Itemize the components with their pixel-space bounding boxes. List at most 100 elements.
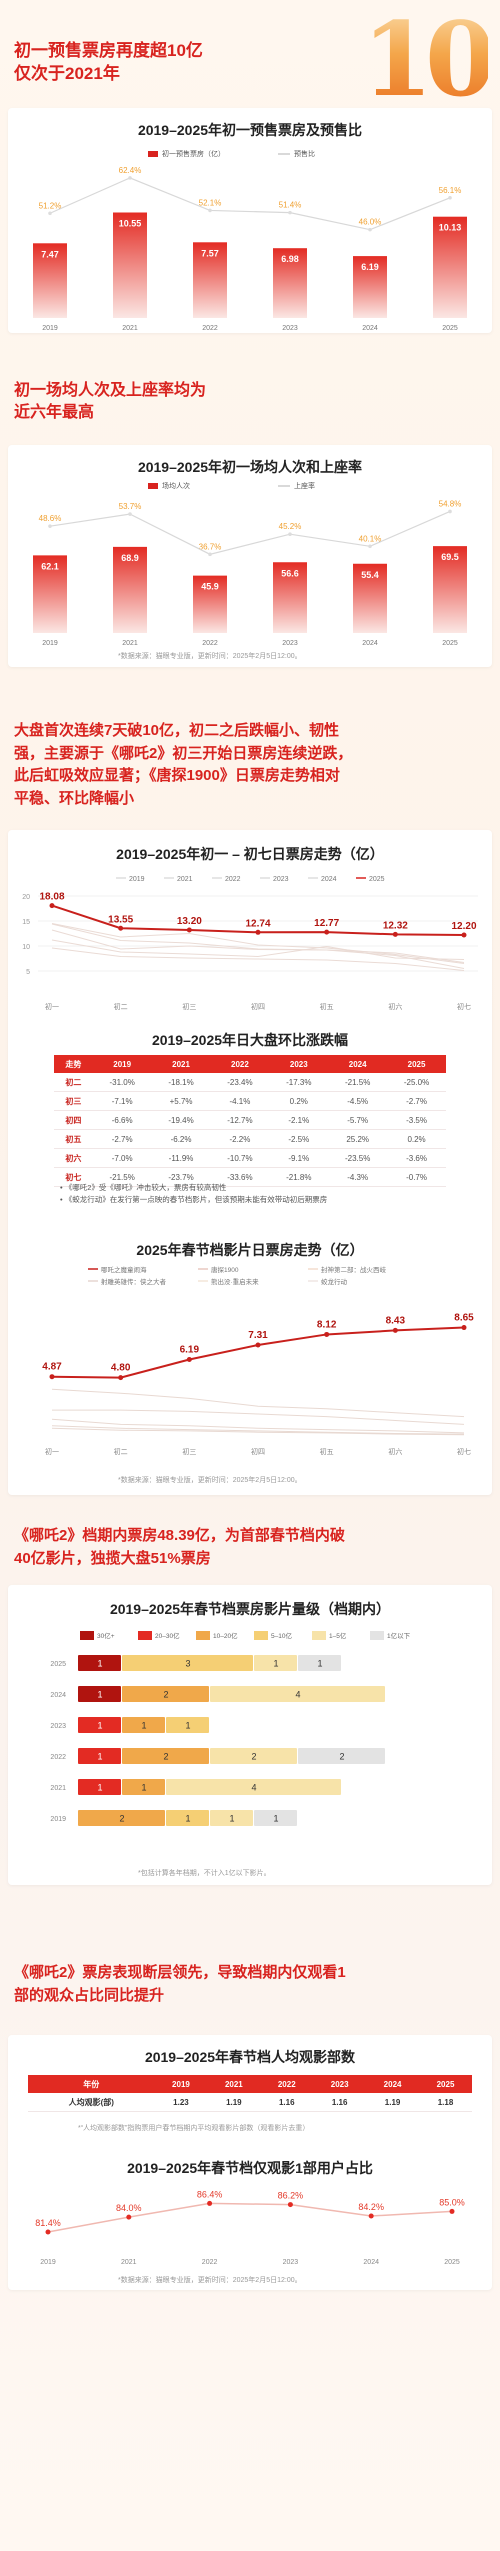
y-tick-label: 2023 xyxy=(50,1723,66,1730)
change-table-title: 2019–2025年日大盘环比涨跌幅 xyxy=(151,1032,349,1048)
x-tick-label: 2024 xyxy=(362,325,378,331)
table-cell: -7.0% xyxy=(92,1148,152,1168)
x-tick-label: 初七 xyxy=(457,1447,471,1456)
x-tick-label: 2022 xyxy=(202,640,218,647)
bar xyxy=(433,216,467,318)
table-header-cell: 2019 xyxy=(154,2075,208,2093)
x-tick-label: 2025 xyxy=(442,640,458,647)
x-tick-label: 2019 xyxy=(40,2259,56,2266)
bar xyxy=(273,562,307,633)
data-label: 12.32 xyxy=(383,920,408,931)
ratio-label: 48.6% xyxy=(39,514,62,523)
ratio-point xyxy=(208,552,212,557)
legend-swatch xyxy=(370,1631,384,1640)
ratio-point xyxy=(208,208,212,213)
bar xyxy=(113,546,147,633)
table-row: 人均观影(部) 1.23 1.19 1.16 1.16 1.19 1.18 xyxy=(28,2093,472,2112)
table-header-cell: 2023 xyxy=(313,2075,367,2093)
data-point xyxy=(461,932,467,938)
bar-value-label: 6.98 xyxy=(281,254,299,264)
x-tick-label: 2022 xyxy=(202,325,218,331)
x-tick-label: 2019 xyxy=(42,325,58,331)
data-label: 85.0% xyxy=(439,2197,465,2207)
segment-label: 1 xyxy=(317,1659,322,1669)
source-note-5: *数据来源：猫眼专业版，更新时间：2025年2月5日12:00。 xyxy=(118,2277,302,2284)
ratio-point xyxy=(48,524,52,528)
data-label: 12.74 xyxy=(245,918,270,929)
bar-value-label: 56.6 xyxy=(281,568,299,578)
x-tick-label: 初四 xyxy=(251,1447,265,1456)
ratio-point xyxy=(448,195,452,200)
change-table-wrap: 走势 2019 2021 2022 2023 2024 2025 初二 -31.0% -18.1%… xyxy=(54,1055,446,1187)
table-cell: -6.2% xyxy=(151,1129,211,1149)
ratio-point xyxy=(288,532,292,537)
x-tick-label: 2021 xyxy=(121,2259,137,2266)
table-cell: 1.19 xyxy=(207,2093,261,2112)
section-tiers: 《哪吒2》档期内票房48.39亿，为首部春节档内破 40亿影片，独揽大盘51%票… xyxy=(0,1485,500,1895)
bar xyxy=(33,243,67,318)
table-row: 初三 -7.1% +5.7% -4.1% 0.2% -4.5% -2.7% xyxy=(54,1091,446,1111)
table-header-cell: 2021 xyxy=(151,1055,211,1073)
section-presale: 10 初一预售票房再度超10亿 仅次于2021年 2019–2025年初一预售票… xyxy=(0,0,500,340)
y-tick-label: 15 xyxy=(22,919,30,926)
section5-line1: 《哪吒2》票房表现断层领先，导致档期内仅观看1 xyxy=(14,1964,346,1981)
table-cell: 人均观影(部) xyxy=(28,2093,155,2112)
data-label: 81.4% xyxy=(35,2218,61,2228)
section3-line3: 此后虹吸效应显著；《唐探1900》日票房走势相对 xyxy=(14,767,340,784)
legend-label: 2019 xyxy=(129,876,145,883)
bar-value-label: 7.47 xyxy=(41,249,59,259)
data-point xyxy=(255,1342,261,1348)
section4-line1: 《哪吒2》档期内票房48.39亿，为首部春节档内破 xyxy=(14,1527,345,1544)
data-point xyxy=(118,1375,124,1381)
legend-label: 封神第二部：战火西岐 xyxy=(321,1265,387,1274)
legend-label: 预售比 xyxy=(294,149,315,158)
section3-line2: 强，主要源于《哪吒2》初三开始日票房连续逆跌， xyxy=(14,744,353,762)
stack-segment xyxy=(210,1748,297,1764)
x-tick-label: 2024 xyxy=(363,2259,379,2266)
legend-label: 2021 xyxy=(177,876,193,883)
attendance-chart: 场均人次 上座率 62.1 2019 48.6% 68.9 2021 53.7% 45.9 202… xyxy=(33,481,467,647)
table-header-row: 年份 2019 2021 2022 2023 2024 2025 xyxy=(28,2075,472,2093)
stack-segment xyxy=(166,1717,209,1733)
segment-label: 1 xyxy=(229,1814,234,1824)
other-year-line xyxy=(51,923,465,964)
ratio-label: 56.1% xyxy=(439,186,462,195)
y-tick-label: 2024 xyxy=(50,1692,66,1699)
change-table: 走势 2019 2021 2022 2023 2024 2025 初二 -31.0% -18.1%… xyxy=(54,1055,446,1187)
section2-title-line2: 近六年最高 xyxy=(14,403,95,421)
table-cell: -23.5% xyxy=(328,1148,388,1168)
legend-label: 蛟龙行动 xyxy=(321,1277,348,1286)
table-header-cell: 2022 xyxy=(210,1055,270,1073)
bar-value-label: 6.19 xyxy=(361,262,379,272)
table-cell: 初六 xyxy=(54,1148,93,1168)
table-cell: -21.5% xyxy=(328,1073,388,1092)
ratio-label: 62.4% xyxy=(119,166,142,175)
y-tick-label: 5 xyxy=(26,969,30,976)
data-point xyxy=(45,2229,51,2235)
data-label: 13.55 xyxy=(108,914,133,925)
data-label: 8.65 xyxy=(454,1313,474,1324)
bar-value-label: 10.55 xyxy=(119,219,142,229)
legend-swatch xyxy=(254,1631,268,1640)
table-header-cell: 2019 xyxy=(92,1055,152,1073)
ratio-point xyxy=(288,210,292,215)
table-row: 初七 -21.5% -23.7% -33.6% -21.8% -4.3% -0.7% xyxy=(54,1167,446,1187)
data-label: 84.2% xyxy=(358,2202,384,2212)
x-tick-label: 2023 xyxy=(282,640,298,647)
data-label: 12.77 xyxy=(314,918,339,929)
table-cell: -21.5% xyxy=(92,1167,152,1187)
segment-label: 1 xyxy=(97,1752,102,1762)
daily-trend-chart: 2019 2021 2022 2023 2024 2025 20 15 10 5 18.08 初一 13… xyxy=(22,876,478,1011)
table-cell: -25.0% xyxy=(387,1073,446,1092)
table-cell: -18.1% xyxy=(151,1073,211,1092)
table-cell: -2.2% xyxy=(210,1129,270,1149)
table-cell: -0.7% xyxy=(387,1167,446,1187)
x-tick-label: 初二 xyxy=(114,1447,128,1456)
share-line xyxy=(47,2202,453,2233)
other-film-line xyxy=(51,1425,465,1435)
single-view-title: 2019–2025年春节档仅观影1部用户占比 xyxy=(127,2160,373,2176)
bar xyxy=(353,256,387,318)
ratio-point xyxy=(128,176,132,180)
data-point xyxy=(186,927,192,933)
daily-trend-card: 2019–2025年初一 – 初七日票房走势（亿） 2019 2021 2022 20… xyxy=(8,830,492,1495)
